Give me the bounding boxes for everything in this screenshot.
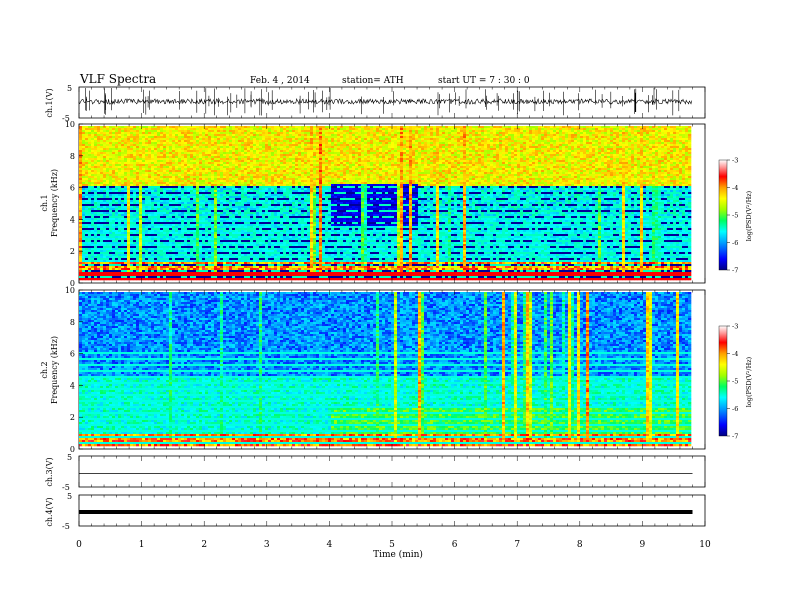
ch2-colorbar-label: log(PSD(V²/Hz): [745, 356, 753, 407]
time-tick-label-8: 8: [577, 540, 583, 550]
ch2-colorbar-tick-label-3: -6: [732, 405, 738, 413]
time-axis-tick-labels: 0 1 2 3 4 5 6 7 8 9 10: [76, 540, 711, 550]
station-label: station= ATH: [342, 76, 404, 86]
ch2-spectrogram-ytick-label-2: 4: [70, 381, 75, 390]
ch1-colorbar-ticks: -3 -4 -5 -6 -7: [727, 157, 738, 275]
time-tick-label-5: 5: [389, 540, 395, 550]
time-axis-label: Time (min): [373, 549, 423, 560]
ch1-colorbar-tick-label-4: -7: [732, 267, 738, 275]
time-tick-label-7: 7: [514, 540, 520, 550]
time-tick-label-4: 4: [327, 540, 333, 550]
ch3-wave-ylabel: ch.3(V): [45, 457, 54, 486]
ch2-channel-label: ch.2: [40, 361, 49, 378]
start-time-label: start UT = 7 : 30 : 0: [438, 76, 530, 86]
ch1-colorbar-tick-label-2: -5: [732, 212, 738, 220]
time-tick-label-6: 6: [452, 540, 458, 550]
ch3-wave-ytick-bottom: -5: [62, 483, 70, 492]
ch4-wave-ytick-bottom: -5: [62, 522, 70, 531]
ch2-colorbar-tick-label-4: -7: [732, 433, 738, 441]
ch4-wave-ytick-top: 5: [67, 492, 72, 501]
ch1-spectrogram-ytick-label-2: 4: [70, 215, 75, 224]
ch1-spectrogram-image: [79, 126, 691, 280]
ch2-spectrogram-image: [79, 292, 691, 446]
ch4-wave-ylabel: ch.4(V): [45, 497, 54, 526]
ch2-colorbar-tick-label-0: -3: [732, 323, 738, 331]
figure-title: VLF Spectra: [79, 72, 156, 86]
ch2-frequency-label: Frequency (kHz): [50, 336, 59, 404]
ch2-colorbar: [719, 326, 727, 436]
ch2-colorbar-ticks: -3 -4 -5 -6 -7: [727, 323, 738, 441]
ch2-spectrogram-ytick-label-4: 8: [70, 318, 75, 327]
ch1-channel-label: ch.1: [40, 194, 49, 211]
ch1-colorbar-tick-label-1: -4: [732, 184, 738, 192]
ch1-waveform-panel: 5 -5 ch.1(V): [45, 84, 705, 123]
ch1-spectrogram-ytick-label-1: 2: [70, 247, 75, 256]
date-label: Feb. 4 , 2014: [250, 76, 310, 86]
ch2-spectrogram-ytick-label-1: 2: [70, 413, 75, 422]
ch2-colorbar-tick-label-1: -4: [732, 350, 738, 358]
ch4-waveform-panel: 5 -5 ch.4(V): [45, 492, 705, 531]
ch1-spectrogram-ytick-label-4: 8: [70, 152, 75, 161]
ch1-wave-ylabel: ch.1(V): [45, 88, 54, 117]
ch1-colorbar-tick-label-3: -6: [732, 239, 738, 247]
ch1-colorbar-tick-label-0: -3: [732, 157, 738, 165]
time-tick-label-2: 2: [201, 540, 207, 550]
time-tick-label-10: 10: [699, 540, 711, 550]
ch2-spectrogram-ytick-label-3: 6: [70, 350, 75, 359]
time-tick-label-0: 0: [76, 540, 82, 550]
ch1-wave-ytick-top: 5: [67, 84, 72, 93]
ch1-colorbar: [719, 160, 727, 270]
time-tick-label-9: 9: [640, 540, 646, 550]
ch3-waveform-panel: 5 -5 ch.3(V): [45, 453, 705, 492]
ch1-colorbar-label: log(PSD(V²/Hz): [745, 190, 753, 241]
ch3-wave-ytick-top: 5: [67, 453, 72, 462]
ch2-spectrogram-ytick-label-5: 10: [65, 286, 75, 295]
time-tick-label-1: 1: [139, 540, 145, 550]
time-tick-label-3: 3: [264, 540, 270, 550]
ch1-frequency-label: Frequency (kHz): [50, 169, 59, 237]
ch1-spectrogram-ytick-label-5: 10: [65, 120, 75, 129]
ch2-colorbar-tick-label-2: -5: [732, 378, 738, 386]
ch1-spectrogram-ytick-label-3: 6: [70, 184, 75, 193]
